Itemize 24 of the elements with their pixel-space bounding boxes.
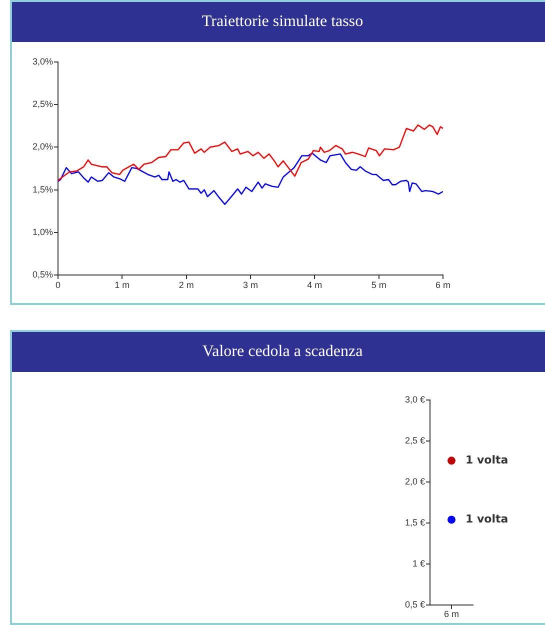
chart-title: Traiettorie simulate tasso: [12, 2, 545, 42]
x-tick-label: 4 m: [307, 280, 322, 290]
text: Valore cedola a scadenza: [12, 332, 545, 372]
y-tick-label: 0,5 €: [404, 599, 425, 610]
y-tick-label: 0,5%: [32, 269, 53, 280]
y-tick-label: 1 €: [412, 558, 425, 568]
annotation: 1 volta: [466, 512, 508, 526]
annotation: 1 volta: [466, 454, 508, 467]
x-tick-label: 3 m: [242, 280, 258, 290]
y-tick-label: 3,0 €: [404, 394, 425, 404]
x-tick-label: 6 m: [435, 280, 451, 290]
y-tick-label: 2,0%: [32, 142, 53, 152]
y-tick-label: 1,5 €: [404, 517, 425, 528]
x-tick-label: 0: [55, 280, 61, 290]
x-tick-label: 2 m: [178, 280, 194, 290]
y-tick-label: 2,5%: [32, 99, 53, 110]
y-tick-label: 3,0%: [32, 56, 53, 66]
x-tick-label: 6 m: [444, 608, 460, 619]
y-tick-label: 1,5%: [32, 184, 53, 194]
y-tick-label: 1,0%: [32, 226, 53, 237]
y-tick-label: 2,0 €: [404, 476, 425, 486]
x-tick-label: 5 m: [371, 280, 386, 290]
y-tick-label: 2,5 €: [404, 435, 425, 446]
x-tick-label: 1 m: [114, 280, 130, 290]
